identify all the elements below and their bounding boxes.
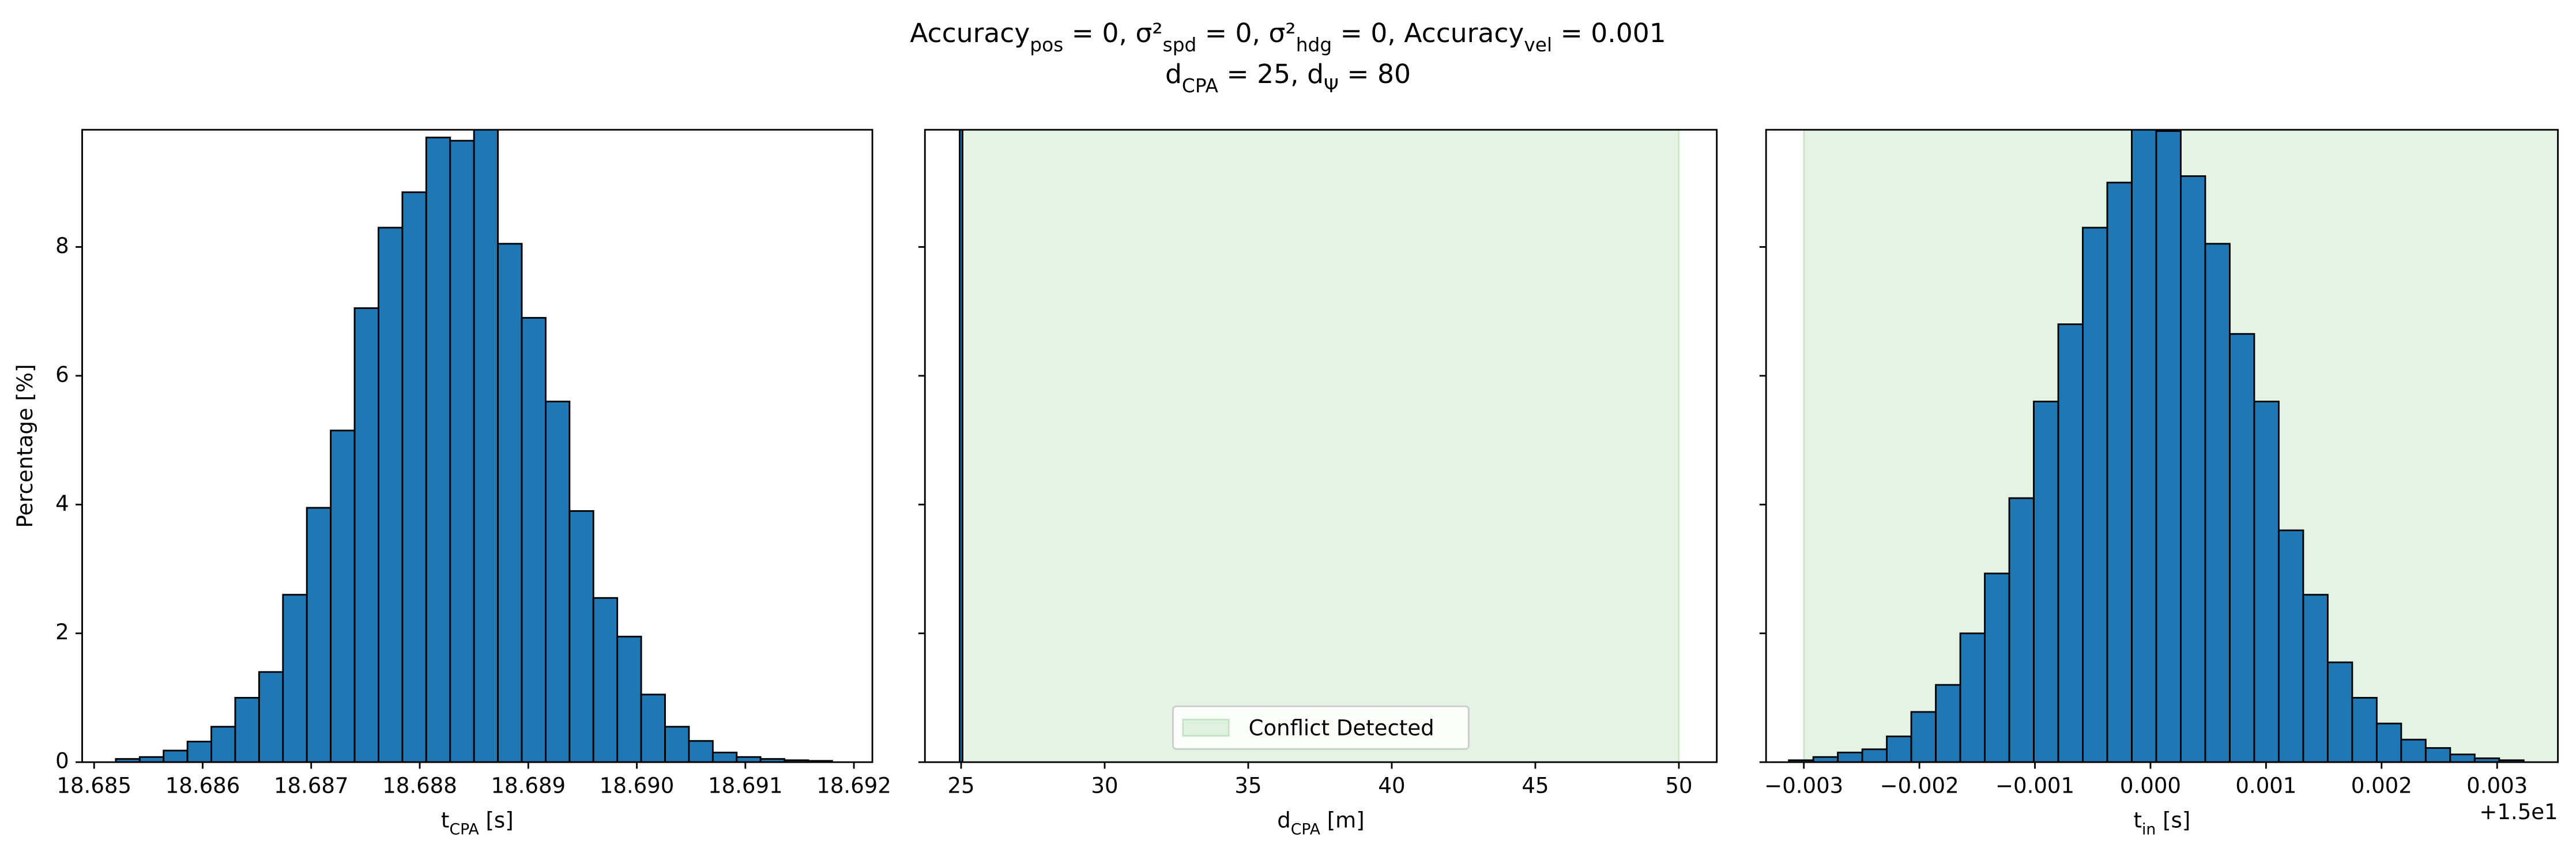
histogram-bar	[592, 597, 619, 763]
x-tick-label: −0.003	[1764, 773, 1843, 798]
histogram-bar	[2375, 722, 2402, 763]
histogram-bar	[1886, 736, 1912, 763]
x-tick-label: −0.002	[1880, 773, 1959, 798]
figure-title: Accuracypos = 0, σ²spd = 0, σ²hdg = 0, A…	[910, 17, 1666, 55]
histogram-bar	[186, 740, 212, 763]
x-tick-label: 40	[1378, 773, 1405, 798]
histogram-bar	[2351, 696, 2378, 763]
histogram-bar	[2449, 753, 2476, 763]
plot-area	[115, 130, 833, 763]
x-tick-label: 18.688	[382, 773, 457, 798]
histogram-bar	[1935, 684, 1961, 763]
histogram-bar	[282, 594, 308, 763]
plot-area	[959, 130, 1680, 763]
axes-frame	[1765, 129, 2559, 763]
plot-area	[1788, 130, 2558, 763]
histogram-bar	[2155, 130, 2182, 763]
x-tick-label: 18.691	[708, 773, 783, 798]
histogram-bar	[330, 429, 356, 763]
histogram-bar	[2204, 243, 2231, 763]
histogram-bar	[688, 740, 714, 763]
x-tick-label: 18.692	[816, 773, 891, 798]
x-tick-label: −0.001	[1995, 773, 2074, 798]
x-axis-label: dCPA [m]	[1277, 808, 1364, 839]
histogram-bar	[2008, 497, 2035, 763]
x-tick-label: 18.685	[57, 773, 131, 798]
histogram-bar	[2326, 661, 2353, 763]
histogram-bar	[664, 726, 690, 763]
x-tick-label: 18.686	[165, 773, 240, 798]
histogram-bar	[353, 307, 379, 763]
y-tick-label: 0	[55, 749, 69, 774]
histogram-bar	[210, 726, 236, 763]
x-tick-label: 0.002	[2351, 773, 2412, 798]
histogram-bar	[306, 507, 332, 763]
histogram-bar	[473, 130, 499, 763]
legend-swatch	[1182, 718, 1230, 737]
legend-label: Conflict Detected	[1249, 716, 1434, 741]
histogram-bar	[234, 696, 260, 763]
histogram-bar	[2082, 227, 2108, 763]
x-tick-label: 25	[947, 773, 974, 798]
histogram-bar	[2277, 529, 2304, 763]
legend-box	[1172, 705, 1470, 750]
histogram-bar	[959, 130, 963, 763]
histogram-bar	[425, 137, 451, 763]
y-axis-label: Percentage [%]	[13, 364, 37, 528]
x-tick-label: 0.001	[2235, 773, 2296, 798]
histogram-bar	[2131, 130, 2157, 763]
x-tick-label: 50	[1665, 773, 1692, 798]
histogram-bar	[2106, 182, 2133, 763]
histogram-bar	[568, 510, 594, 763]
histogram-bar	[2229, 333, 2255, 763]
figure-subtitle: dCPA = 25, dΨ = 80	[1165, 59, 1411, 97]
histogram-bar	[2400, 738, 2427, 763]
histogram-bar	[544, 401, 571, 763]
histogram-bar	[2180, 175, 2206, 763]
x-tick-label: 18.690	[600, 773, 675, 798]
histogram-bar	[378, 227, 404, 763]
highlight-span	[960, 130, 1680, 763]
histogram-bar	[1837, 751, 1863, 763]
histogram-bar	[163, 749, 189, 763]
histogram-bar	[2302, 594, 2329, 763]
x-tick-label: 18.689	[491, 773, 566, 798]
x-tick-label: 30	[1091, 773, 1118, 798]
histogram-bar	[2253, 401, 2280, 763]
histogram-bar	[1910, 711, 1937, 763]
x-offset-label: +1.5e1	[2479, 800, 2558, 824]
y-tick-label: 2	[55, 620, 69, 644]
histogram-bar	[1984, 572, 2010, 763]
histogram-bar	[616, 635, 642, 763]
histogram-bar	[1959, 632, 1986, 763]
histogram-bar	[2057, 323, 2084, 763]
histogram-bar	[711, 751, 738, 763]
axes-frame	[924, 129, 1718, 763]
histogram-bar	[521, 316, 547, 763]
x-axis-label: tin [s]	[2133, 808, 2190, 839]
x-tick-label: 18.687	[274, 773, 349, 798]
y-tick-label: 8	[55, 233, 69, 258]
histogram-bar	[401, 191, 427, 763]
histogram-bar	[2033, 401, 2059, 763]
axes-frame	[81, 129, 873, 763]
y-tick-label: 4	[55, 491, 69, 516]
x-tick-label: 0.003	[2466, 773, 2528, 798]
histogram-bar	[497, 243, 523, 763]
x-tick-label: 35	[1234, 773, 1261, 798]
x-axis-label: tCPA [s]	[441, 808, 514, 839]
histogram-bar	[449, 140, 475, 763]
x-tick-label: 0.000	[2120, 773, 2181, 798]
y-tick-label: 6	[55, 362, 69, 387]
histogram-bar	[640, 693, 666, 763]
histogram-bar	[258, 671, 284, 763]
histogram-bar	[2424, 747, 2451, 763]
x-tick-label: 45	[1522, 773, 1549, 798]
histogram-bar	[1861, 748, 1888, 763]
